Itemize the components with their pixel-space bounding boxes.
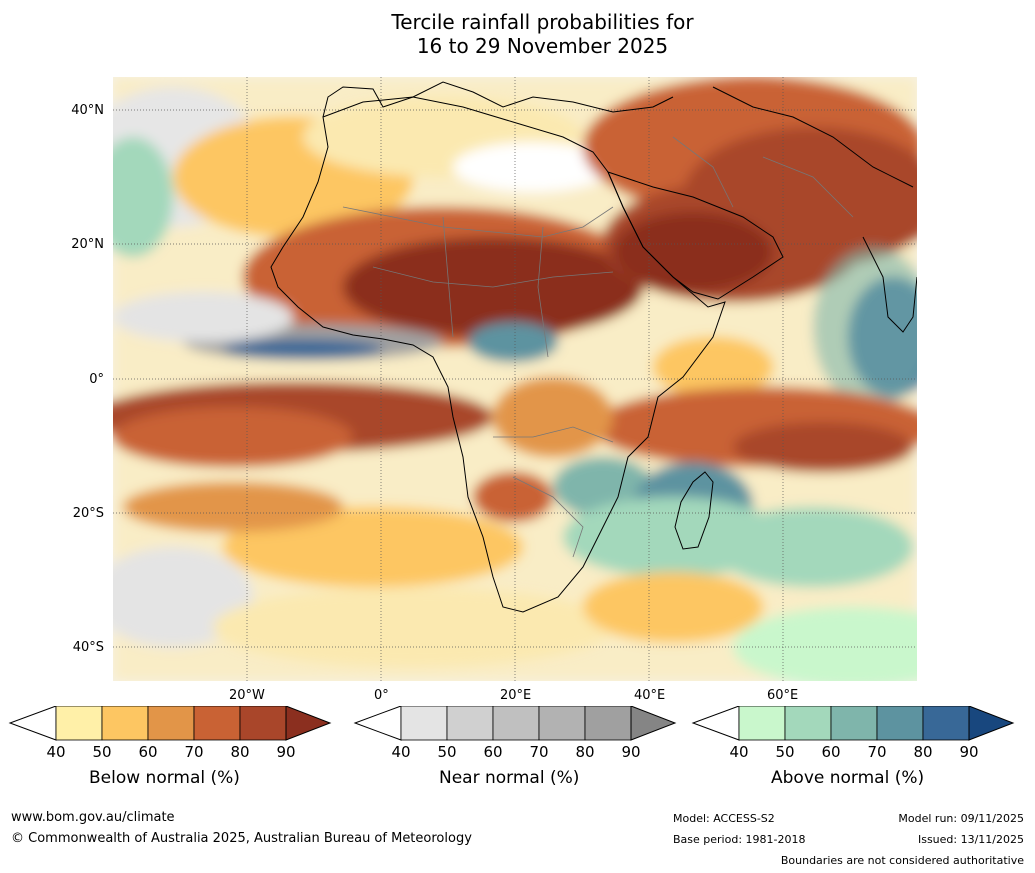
lat-label-40s: 40°S xyxy=(72,640,104,655)
graticule xyxy=(113,77,917,681)
lat-label-40n: 40°N xyxy=(71,103,104,118)
cbar-above-tick: 40 xyxy=(729,743,749,761)
title-line-1: Tercile rainfall probabilities for xyxy=(391,10,694,34)
map-graphic xyxy=(113,77,917,681)
lat-label-20s: 20°S xyxy=(72,506,104,521)
cbar-below-seg-1 xyxy=(101,706,149,741)
cbar-below-seg-5 xyxy=(285,706,332,741)
colorbar-below-normal xyxy=(8,706,332,741)
footer-issued: Issued: 13/11/2025 xyxy=(917,833,1024,846)
lon-label-40e: 40°E xyxy=(634,688,666,703)
cbar-near-seg-1 xyxy=(446,706,494,741)
cbar-below-tick: 50 xyxy=(92,743,112,761)
cbar-above-seg-2 xyxy=(830,706,878,741)
coastlines xyxy=(270,81,917,613)
country-borders xyxy=(342,136,854,558)
cbar-above-tick: 60 xyxy=(821,743,841,761)
cbar-above-seg-1 xyxy=(784,706,832,741)
footer-copyright: © Commonwealth of Australia 2025, Austra… xyxy=(11,831,472,846)
cbar-above-seg-5 xyxy=(968,706,1015,741)
cbar-above-tick: 90 xyxy=(959,743,979,761)
lat-label-20n: 20°N xyxy=(71,237,104,252)
cbar-near-seg-0 xyxy=(400,706,448,741)
legend-label-below-normal: Below normal (%) xyxy=(89,768,240,788)
cbar-near-tick: 60 xyxy=(483,743,503,761)
lon-label-60e: 60°E xyxy=(767,688,799,703)
cbar-near-tick: 40 xyxy=(391,743,411,761)
cbar-above-tick: 70 xyxy=(867,743,887,761)
cbar-below-seg-3 xyxy=(193,706,241,741)
cbar-above-seg-0 xyxy=(738,706,786,741)
footer-model-run: Model run: 09/11/2025 xyxy=(898,812,1024,825)
cbar-near-seg-3 xyxy=(538,706,586,741)
lon-label-0: 0° xyxy=(374,688,389,703)
cbar-above-seg-4 xyxy=(922,706,970,741)
legend-label-above-normal: Above normal (%) xyxy=(771,768,925,788)
rainfall-probability-map xyxy=(113,77,917,681)
cbar-below-tick: 40 xyxy=(46,743,66,761)
cbar-near-seg-5 xyxy=(630,706,677,741)
cbar-below-seg-4 xyxy=(239,706,287,741)
cbar-near-tick: 90 xyxy=(621,743,641,761)
cbar-below-seg-0 xyxy=(55,706,103,741)
chart-title: Tercile rainfall probabilities for 16 to… xyxy=(0,10,1035,58)
cbar-below-tick: 70 xyxy=(184,743,204,761)
cbar-above-tick: 80 xyxy=(913,743,933,761)
footer-base-period: Base period: 1981-2018 xyxy=(673,833,806,846)
cbar-above-tick: 50 xyxy=(775,743,795,761)
cbar-near-tick: 80 xyxy=(575,743,595,761)
legend-label-near-normal: Near normal (%) xyxy=(439,768,580,788)
footer-model: Model: ACCESS-S2 xyxy=(673,812,775,825)
footer-disclaimer: Boundaries are not considered authoritat… xyxy=(780,854,1024,867)
cbar-below-seg-2 xyxy=(147,706,195,741)
colorbar-above-normal xyxy=(691,706,1015,741)
cbar-near-seg-2 xyxy=(492,706,540,741)
cbar-near-seg-4 xyxy=(584,706,632,741)
lat-label-0: 0° xyxy=(89,372,104,387)
cbar-below-tick: 80 xyxy=(230,743,250,761)
cbar-near-tick: 50 xyxy=(437,743,457,761)
cbar-below-tick: 60 xyxy=(138,743,158,761)
cbar-near-tick: 70 xyxy=(529,743,549,761)
title-line-2: 16 to 29 November 2025 xyxy=(416,34,669,58)
footer-url: www.bom.gov.au/climate xyxy=(11,810,175,825)
lon-label-20w: 20°W xyxy=(229,688,265,703)
colorbar-near-normal xyxy=(353,706,677,741)
cbar-above-seg-3 xyxy=(876,706,924,741)
cbar-below-tick: 90 xyxy=(276,743,296,761)
lon-label-20e: 20°E xyxy=(500,688,532,703)
